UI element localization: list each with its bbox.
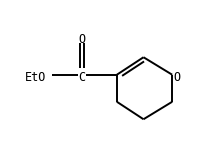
Text: EtO: EtO (25, 71, 46, 84)
Text: O: O (172, 71, 179, 84)
Text: C: C (78, 71, 85, 84)
Text: O: O (78, 33, 85, 46)
